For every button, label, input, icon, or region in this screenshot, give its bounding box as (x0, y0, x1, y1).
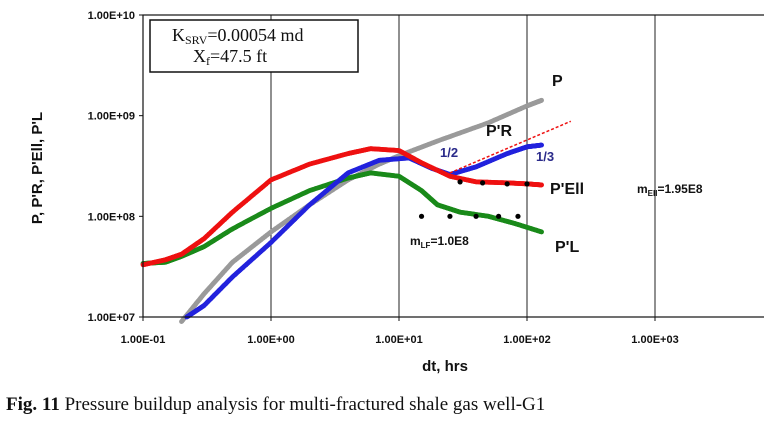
fit-point (457, 179, 463, 185)
series-label-pell: P'Ell (550, 181, 584, 198)
m-ell-annotation: mEll=1.95E8 (637, 182, 703, 198)
data-point (539, 142, 544, 148)
m-lf-annotation: mLF=1.0E8 (410, 234, 469, 250)
svg-text:KSRV=0.00054 md: KSRV=0.00054 md (172, 25, 304, 47)
log-log-chart: 1.00E-01 1.00E+00 1.00E+01 1.00E+02 1.00E+03… (29, 10, 764, 375)
slope-label-half: 1/2 (440, 145, 458, 160)
figure-caption: Fig. 11 Pressure buildup analysis for mu… (6, 394, 758, 416)
y-tick-label: 1.00E+10 (88, 10, 135, 22)
xf-value: =47.5 ft (210, 46, 267, 66)
ksrv-value: =0.00054 md (207, 25, 303, 45)
y-axis-ticks: 1.00E+07 1.00E+08 1.00E+09 1.00E+10 (88, 10, 143, 324)
x-tick-label: 1.00E+00 (247, 334, 294, 346)
trend-line (449, 120, 572, 174)
data-point (539, 182, 544, 188)
series-label-p: P (552, 73, 563, 90)
fit-point (496, 213, 502, 219)
x-tick-label: 1.00E+03 (631, 334, 678, 346)
fit-point (473, 213, 479, 219)
ksrv-prefix: K (172, 25, 185, 45)
x-axis-ticks: 1.00E-01 1.00E+00 1.00E+01 1.00E+02 1.00E+03 (121, 317, 679, 346)
fit-point (418, 213, 425, 219)
fit-points (418, 179, 530, 219)
series-pell (140, 146, 544, 268)
y-tick-label: 1.00E+08 (88, 211, 135, 223)
x-tick-label: 1.00E-01 (121, 334, 166, 346)
xf-prefix: X (193, 46, 206, 66)
xf-sub: f (206, 54, 210, 68)
data-series (140, 97, 544, 324)
fit-point (515, 213, 521, 219)
parameter-box: KSRV=0.00054 md Xf=47.5 ft (149, 19, 359, 73)
fit-point (480, 180, 486, 186)
fit-point (447, 213, 453, 219)
plot-frame (142, 14, 764, 318)
fit-point (504, 181, 510, 187)
figure-caption-text: Pressure buildup analysis for multi-frac… (59, 394, 546, 415)
y-tick-label: 1.00E+09 (88, 111, 135, 123)
x-tick-label: 1.00E+01 (375, 334, 422, 346)
x-axis-title: dt, hrs (422, 358, 468, 375)
series-label-pr: P'R (486, 123, 512, 140)
y-axis-title: P, P'R, P'Ell, P'L (29, 112, 46, 224)
series-pl (140, 170, 544, 266)
fit-point (524, 181, 530, 187)
slope-label-third: 1/3 (536, 149, 554, 164)
svg-text:Xf=47.5 ft: Xf=47.5 ft (193, 46, 267, 68)
figure-label: Fig. 11 (6, 394, 60, 415)
y-tick-label: 1.00E+07 (88, 312, 135, 324)
ksrv-sub: SRV (185, 33, 208, 47)
series-label-pl: P'L (555, 239, 579, 256)
data-point (539, 229, 544, 235)
data-point (539, 97, 544, 103)
x-tick-label: 1.00E+02 (503, 334, 550, 346)
